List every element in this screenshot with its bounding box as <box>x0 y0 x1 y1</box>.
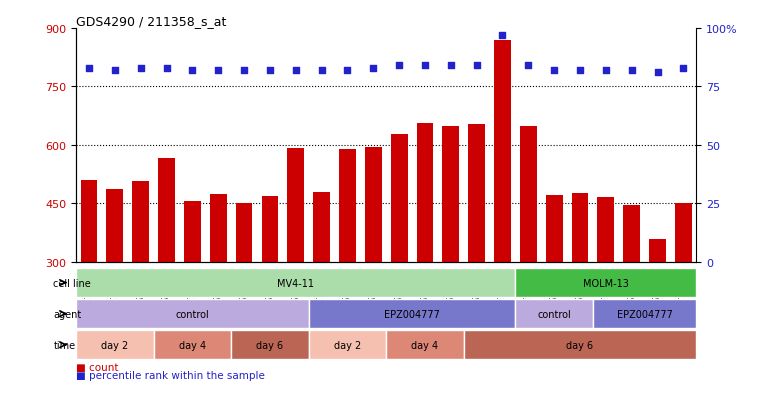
Text: day 6: day 6 <box>256 340 284 350</box>
Bar <box>81 180 97 262</box>
Bar <box>184 201 201 262</box>
Point <box>548 68 560 74</box>
Text: GDS4290 / 211358_s_at: GDS4290 / 211358_s_at <box>76 15 227 28</box>
Text: agent: agent <box>53 309 81 319</box>
Point <box>83 65 95 72</box>
Text: MOLM-13: MOLM-13 <box>583 278 629 288</box>
Text: ■ percentile rank within the sample: ■ percentile rank within the sample <box>76 370 265 380</box>
Bar <box>468 125 485 262</box>
Point <box>316 68 328 74</box>
Bar <box>649 240 666 262</box>
Point <box>444 63 457 69</box>
Bar <box>442 127 459 262</box>
Bar <box>314 192 330 262</box>
Bar <box>597 197 614 262</box>
Text: control: control <box>537 309 571 319</box>
Text: EPZ004777: EPZ004777 <box>616 309 673 319</box>
Bar <box>675 204 692 262</box>
Bar <box>546 195 562 262</box>
Text: day 4: day 4 <box>179 340 206 350</box>
Bar <box>365 147 382 262</box>
Text: cell line: cell line <box>53 278 91 288</box>
Point <box>342 68 354 74</box>
Point <box>419 63 431 69</box>
Text: ■ count: ■ count <box>76 362 119 372</box>
Point <box>626 68 638 74</box>
Point <box>264 68 276 74</box>
Bar <box>623 205 640 262</box>
Point <box>496 33 508 39</box>
Bar <box>132 181 149 262</box>
Point <box>186 68 199 74</box>
Point <box>135 65 147 72</box>
Point <box>368 65 380 72</box>
Text: control: control <box>176 309 209 319</box>
Text: day 2: day 2 <box>334 340 361 350</box>
Text: time: time <box>53 340 75 350</box>
Bar <box>107 190 123 262</box>
Point <box>522 63 534 69</box>
Bar <box>390 135 408 262</box>
Point <box>393 63 405 69</box>
Bar <box>288 148 304 262</box>
Point <box>212 68 224 74</box>
Bar <box>158 159 175 262</box>
Text: day 6: day 6 <box>566 340 594 350</box>
Text: EPZ004777: EPZ004777 <box>384 309 440 319</box>
Point <box>470 63 482 69</box>
Bar <box>494 40 511 262</box>
Text: MV4-11: MV4-11 <box>277 278 314 288</box>
Point <box>600 68 612 74</box>
Text: day 2: day 2 <box>101 340 129 350</box>
Point <box>238 68 250 74</box>
Bar <box>520 127 537 262</box>
Bar <box>339 150 356 262</box>
Point <box>161 65 173 72</box>
Point <box>574 68 586 74</box>
Bar <box>236 203 253 262</box>
Point <box>290 68 302 74</box>
Bar <box>416 123 433 262</box>
Point <box>109 68 121 74</box>
Point <box>677 65 689 72</box>
Text: day 4: day 4 <box>412 340 438 350</box>
Bar <box>262 196 279 262</box>
Point <box>651 70 664 76</box>
Bar <box>572 193 588 262</box>
Bar <box>210 195 227 262</box>
